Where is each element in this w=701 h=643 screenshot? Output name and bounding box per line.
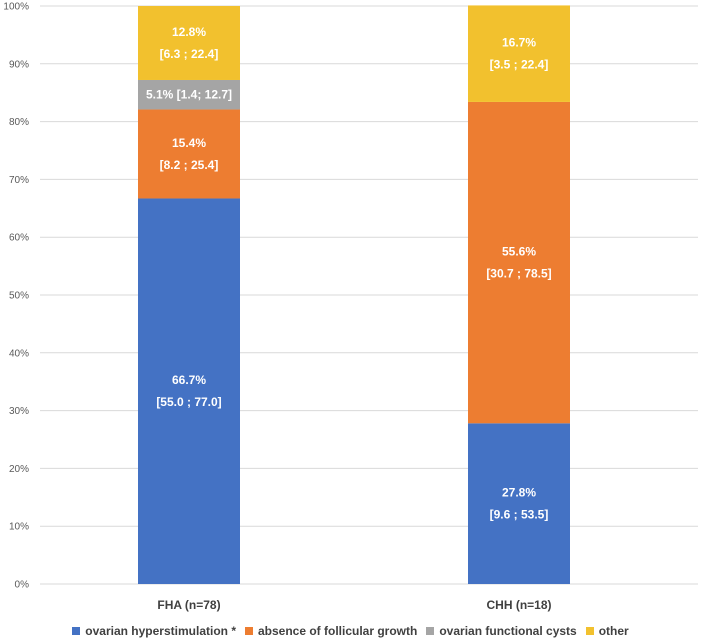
y-tick-label: 90%: [9, 59, 29, 70]
y-tick-label: 20%: [9, 464, 29, 475]
data-label: 27.8%: [502, 486, 536, 500]
legend: ovarian hyperstimulation * absence of fol…: [0, 621, 701, 641]
data-labels: 66.7% [55.0 ; 77.0] 15.4% [8.2 ; 25.4] 5.1% …: [146, 25, 552, 522]
legend-swatch: [585, 627, 594, 635]
legend-item: other: [585, 624, 629, 638]
legend-item: ovarian functional cysts: [426, 624, 577, 638]
bar-segment: [138, 6, 240, 80]
data-label: 66.7%: [172, 373, 206, 387]
bar-segment: [138, 79, 240, 110]
bar-segment: [468, 423, 570, 584]
y-tick-label: 0%: [15, 580, 30, 591]
data-label: [55.0 ; 77.0]: [156, 395, 221, 409]
x-tick-label: FHA (n=78): [157, 598, 220, 612]
legend-item: ovarian hyperstimulation *: [72, 624, 236, 638]
legend-label: ovarian functional cysts: [439, 624, 577, 638]
y-tick-label: 10%: [9, 522, 29, 533]
legend-swatch: [244, 627, 253, 635]
y-tick-label: 80%: [9, 117, 29, 128]
data-label: 55.6%: [502, 245, 536, 259]
bar-segment: [468, 5, 570, 102]
y-tick-label: 50%: [9, 291, 29, 302]
y-tick-label: 30%: [9, 406, 29, 417]
bars: [138, 5, 570, 584]
y-tick-label: 100%: [3, 2, 29, 13]
data-label: [6.3 ; 22.4]: [160, 47, 219, 61]
y-tick-label: 60%: [9, 233, 29, 244]
data-label: 15.4%: [172, 136, 206, 150]
x-tick-label: CHH (n=18): [486, 598, 551, 612]
data-label: 5.1% [1.4; 12.7]: [146, 88, 232, 102]
y-axis: 0% 10% 20% 30% 40% 50% 60% 70% 80% 90% 100%: [3, 2, 29, 591]
legend-item: absence of follicular growth: [244, 624, 418, 638]
legend-label: other: [598, 624, 629, 638]
legend-swatch: [72, 627, 81, 635]
bar-segment: [138, 109, 240, 199]
legend-label: absence of follicular growth: [257, 624, 418, 638]
data-label: [30.7 ; 78.5]: [486, 267, 551, 281]
bar-segment: [138, 198, 240, 584]
data-label: [8.2 ; 25.4]: [160, 158, 219, 172]
data-label: 16.7%: [502, 36, 536, 50]
x-axis: FHA (n=78) CHH (n=18): [157, 598, 551, 612]
data-label: [9.6 ; 53.5]: [490, 508, 549, 522]
bar-segment: [468, 101, 570, 424]
data-label: 12.8%: [172, 25, 206, 39]
y-tick-label: 40%: [9, 348, 29, 359]
legend-swatch: [426, 627, 435, 635]
y-tick-label: 70%: [9, 175, 29, 186]
data-label: [3.5 ; 22.4]: [490, 58, 549, 72]
legend-label: ovarian hyperstimulation *: [85, 624, 236, 638]
